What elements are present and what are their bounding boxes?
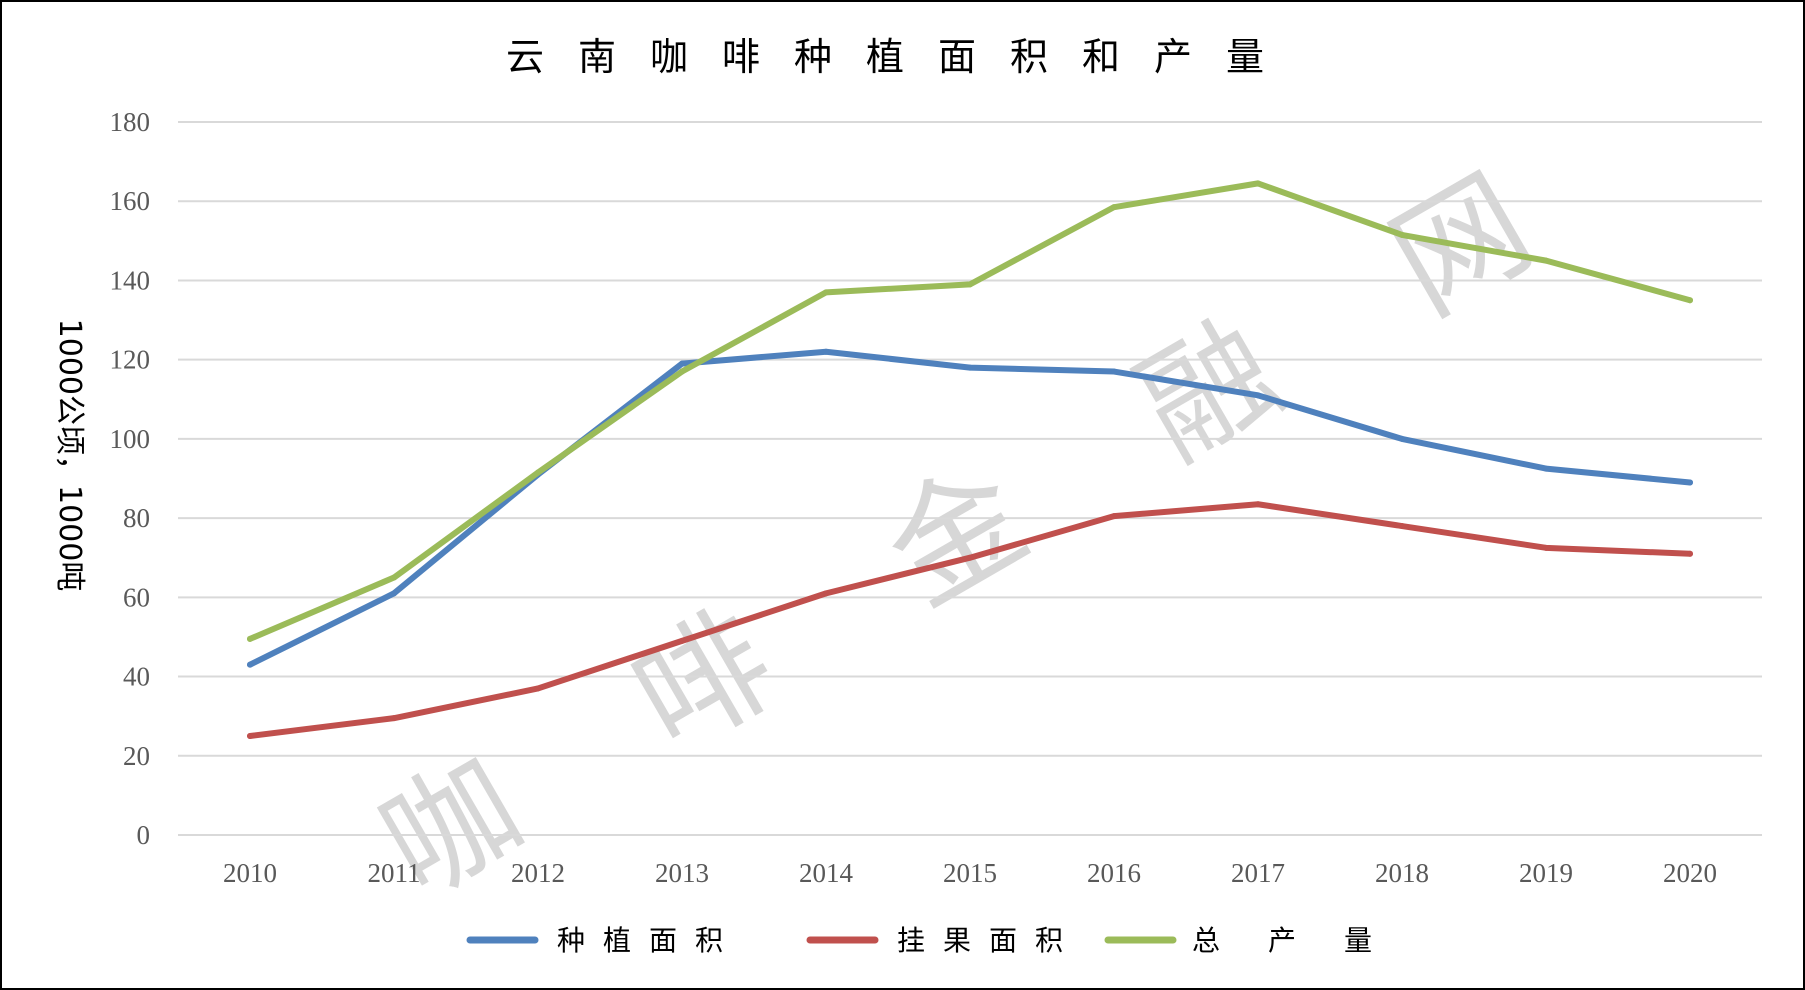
y-tick-label: 160 <box>110 186 151 216</box>
x-tick-label: 2016 <box>1087 858 1141 888</box>
data-point-series-2-2014 <box>823 590 829 597</box>
legend-label-series-2: 挂果面积 <box>897 924 1081 957</box>
chart-title: 云南咖啡种植面积和产量 <box>506 35 1298 79</box>
x-tick-label: 2014 <box>799 858 854 888</box>
data-point-series-2-2020 <box>1687 550 1693 557</box>
y-tick-label: 100 <box>110 424 151 454</box>
x-tick-label: 2018 <box>1375 858 1429 888</box>
y-axis-ticks: 0 20 40 60 80 100 120 140 160 180 <box>110 107 151 850</box>
x-tick-label: 2019 <box>1519 858 1573 888</box>
legend-item-series-1: 种植面积 <box>466 924 741 957</box>
legend-item-series-3: 总 产 量 <box>1104 924 1382 957</box>
data-point-series-3-2020 <box>1687 297 1693 304</box>
data-point-series-1-2014 <box>823 348 829 355</box>
y-tick-label: 60 <box>123 582 150 612</box>
y-tick-label: 180 <box>110 107 151 137</box>
data-point-series-2-2010 <box>247 732 253 739</box>
data-point-series-1-2010 <box>247 661 253 668</box>
x-tick-label: 2011 <box>368 858 421 888</box>
data-point-series-3-2010 <box>247 635 253 642</box>
data-point-series-3-2017 <box>1255 180 1261 187</box>
data-point-series-2-2018 <box>1399 523 1405 530</box>
data-point-series-3-2018 <box>1399 231 1405 238</box>
y-tick-label: 40 <box>123 662 150 692</box>
data-point-series-1-2015 <box>967 364 973 371</box>
series-lines <box>247 180 1693 739</box>
data-point-series-1-2020 <box>1687 479 1693 486</box>
legend-item-series-2: 挂果面积 <box>806 924 1081 957</box>
data-point-series-2-2017 <box>1255 501 1261 508</box>
data-point-series-2-2012 <box>535 685 541 692</box>
data-point-series-3-2015 <box>967 281 973 288</box>
y-tick-label: 20 <box>123 741 150 771</box>
x-tick-label: 2020 <box>1663 858 1717 888</box>
data-point-series-3-2012 <box>535 469 541 476</box>
legend-label-series-3: 总 产 量 <box>1192 924 1382 957</box>
data-point-series-1-2013 <box>679 360 685 367</box>
x-tick-label: 2015 <box>943 858 997 888</box>
data-point-series-1-2011 <box>391 590 397 597</box>
data-point-series-2-2011 <box>391 715 397 722</box>
data-point-series-1-2016 <box>1111 368 1117 375</box>
data-point-series-3-2016 <box>1111 204 1117 211</box>
data-point-series-2-2013 <box>679 637 685 644</box>
data-point-series-3-2013 <box>679 368 685 375</box>
data-point-series-2-2019 <box>1543 544 1549 551</box>
y-tick-label: 120 <box>110 345 151 375</box>
x-tick-label: 2012 <box>511 858 565 888</box>
legend-label-series-1: 种植面积 <box>557 924 741 957</box>
x-tick-label: 2013 <box>655 858 709 888</box>
legend: 种植面积 挂果面积 总 产 量 <box>466 924 1382 957</box>
y-tick-label: 140 <box>110 265 151 295</box>
data-point-series-1-2019 <box>1543 465 1549 472</box>
data-point-series-3-2014 <box>823 289 829 296</box>
data-point-series-2-2016 <box>1111 513 1117 520</box>
data-point-series-3-2011 <box>391 574 397 581</box>
y-tick-label: 80 <box>123 503 150 533</box>
x-tick-label: 2010 <box>223 858 277 888</box>
data-point-series-3-2019 <box>1543 257 1549 264</box>
gridlines <box>178 121 1762 836</box>
data-point-series-1-2017 <box>1255 392 1261 399</box>
x-axis-ticks: 2010 2011 2012 2013 2014 2015 2016 2017 2018 2019… <box>223 858 1717 888</box>
data-point-series-1-2018 <box>1399 435 1405 442</box>
x-tick-label: 2017 <box>1231 858 1285 888</box>
y-tick-label: 0 <box>137 820 151 850</box>
y-axis-label: 1000公顷，1000吨 <box>52 319 87 592</box>
data-point-series-2-2015 <box>967 554 973 561</box>
